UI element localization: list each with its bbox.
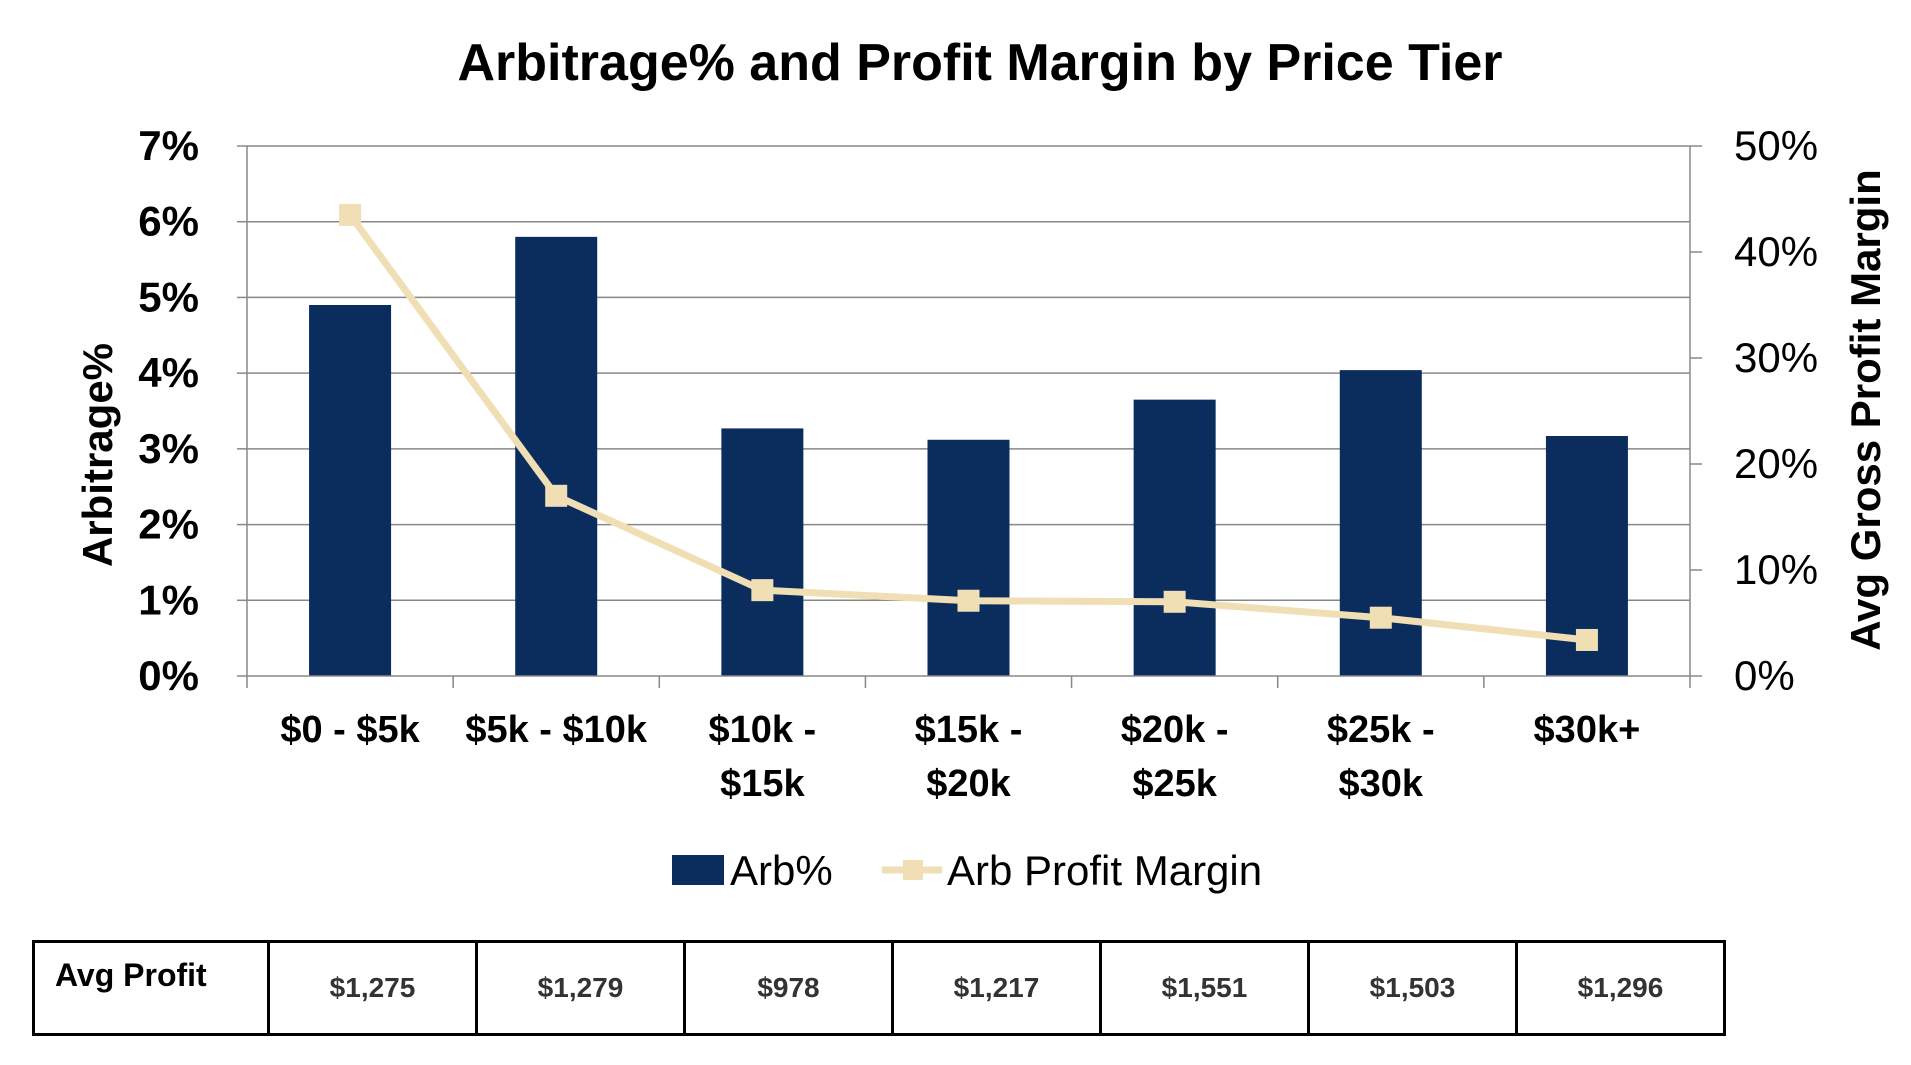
y-tick-label: 5% xyxy=(138,273,199,320)
tick-labels: 0% 1% 2% 3% 4% 5% 6% 7% 0% 10% 20% 30% 40% 50% $0 - $5… xyxy=(138,122,1818,805)
table-row-header: Avg Profit xyxy=(32,940,270,1036)
table-cell: $1,217 xyxy=(891,940,1102,1036)
x-tick-label: $20k - xyxy=(1121,709,1229,751)
y2-tick-label: 10% xyxy=(1734,546,1818,593)
x-tick-label: $5k - $10k xyxy=(465,709,648,751)
table-row: Avg Profit $1,275 $1,279 $978 $1,217 $1,… xyxy=(32,940,1726,1036)
axes xyxy=(237,145,1702,688)
line-marker xyxy=(957,589,980,612)
y-tick-label: 2% xyxy=(138,501,199,548)
table-cell: $978 xyxy=(683,940,894,1036)
legend: Arb% Arb Profit Margin xyxy=(672,847,1262,894)
line-marker xyxy=(1163,590,1186,613)
bar xyxy=(1339,370,1422,676)
y2-tick-label: 40% xyxy=(1734,228,1818,275)
table-cell: $1,296 xyxy=(1515,940,1726,1036)
y2-tick-label: 0% xyxy=(1734,652,1795,699)
x-tick-label: $15k xyxy=(720,763,805,805)
y2-tick-label: 20% xyxy=(1734,440,1818,487)
y2-axis-label: Avg Gross Profit Margin xyxy=(1842,169,1889,651)
x-tick-label: $0 - $5k xyxy=(280,709,420,751)
table-cell: $1,551 xyxy=(1099,940,1310,1036)
legend-swatch-arb xyxy=(672,855,724,885)
line-marker xyxy=(751,579,774,602)
y-tick-label: 0% xyxy=(138,652,199,699)
chart-title: Arbitrage% and Profit Margin by Price Ti… xyxy=(457,34,1502,92)
x-tick-label: $15k - xyxy=(915,709,1023,751)
legend-label-margin: Arb Profit Margin xyxy=(947,847,1262,894)
x-tick-label: $25k - xyxy=(1327,709,1435,751)
bar xyxy=(309,305,392,676)
bar xyxy=(1133,399,1216,676)
x-tick-label: $10k - xyxy=(708,709,816,751)
bar xyxy=(721,428,804,676)
line-marker xyxy=(339,203,362,226)
line-marker xyxy=(1369,606,1392,629)
bar-series xyxy=(309,236,1628,676)
legend-swatch-margin-marker xyxy=(903,860,923,880)
x-tick-label: $30k+ xyxy=(1534,709,1641,751)
legend-label-arb: Arb% xyxy=(730,847,833,894)
line-series xyxy=(339,203,1598,651)
table-cell: $1,503 xyxy=(1307,940,1518,1036)
y2-tick-label: 50% xyxy=(1734,122,1818,169)
table-cell: $1,275 xyxy=(267,940,478,1036)
y-tick-label: 1% xyxy=(138,576,199,623)
table-cell: $1,279 xyxy=(475,940,686,1036)
y-axis-label: Arbitrage% xyxy=(74,343,121,567)
y-tick-label: 6% xyxy=(138,198,199,245)
line-marker xyxy=(1575,628,1598,651)
bar xyxy=(927,439,1010,676)
x-tick-label: $30k xyxy=(1339,763,1424,805)
avg-profit-table: Avg Profit $1,275 $1,279 $978 $1,217 $1,… xyxy=(32,940,1726,1036)
y-tick-label: 3% xyxy=(138,425,199,472)
chart: Arbitrage% and Profit Margin by Price Ti… xyxy=(74,34,1889,894)
x-tick-label: $25k xyxy=(1132,763,1217,805)
y-tick-label: 7% xyxy=(138,122,199,169)
y-tick-label: 4% xyxy=(138,349,199,396)
y2-tick-label: 30% xyxy=(1734,334,1818,381)
x-tick-label: $20k xyxy=(926,763,1011,805)
line-marker xyxy=(545,484,568,507)
